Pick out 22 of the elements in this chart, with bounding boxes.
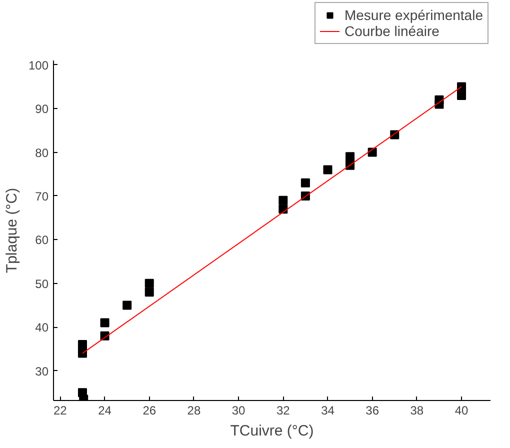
legend-label: Courbe linéaire	[344, 23, 440, 39]
x-tick-label: 34	[321, 404, 335, 418]
y-tick-label: 90	[35, 102, 49, 116]
x-tick-label: 38	[410, 404, 424, 418]
y-axis-title: Tplaque (°C)	[3, 188, 20, 274]
y-tick-label: 40	[35, 320, 49, 335]
x-tick-label: 32	[276, 404, 290, 418]
x-tick-label: 36	[366, 404, 380, 418]
x-tick-label: 28	[187, 404, 201, 418]
x-tick-label: 24	[98, 404, 112, 418]
x-tick-label: 26	[142, 404, 156, 418]
y-tick-label: 100	[28, 58, 49, 72]
y-tick-label: 60	[35, 233, 49, 248]
x-tick-label: 22	[54, 404, 68, 418]
y-tick-label: 30	[35, 364, 49, 378]
x-tick-label: 40	[454, 404, 469, 418]
x-axis-title: TCuivre (°C)	[230, 422, 314, 440]
y-tick-label: 80	[35, 146, 49, 160]
x-tick-label: 30	[232, 404, 246, 418]
legend-label: Mesure expérimentale	[344, 7, 483, 23]
y-tick-label: 50	[35, 276, 49, 291]
y-tick-label: 70	[35, 189, 49, 204]
